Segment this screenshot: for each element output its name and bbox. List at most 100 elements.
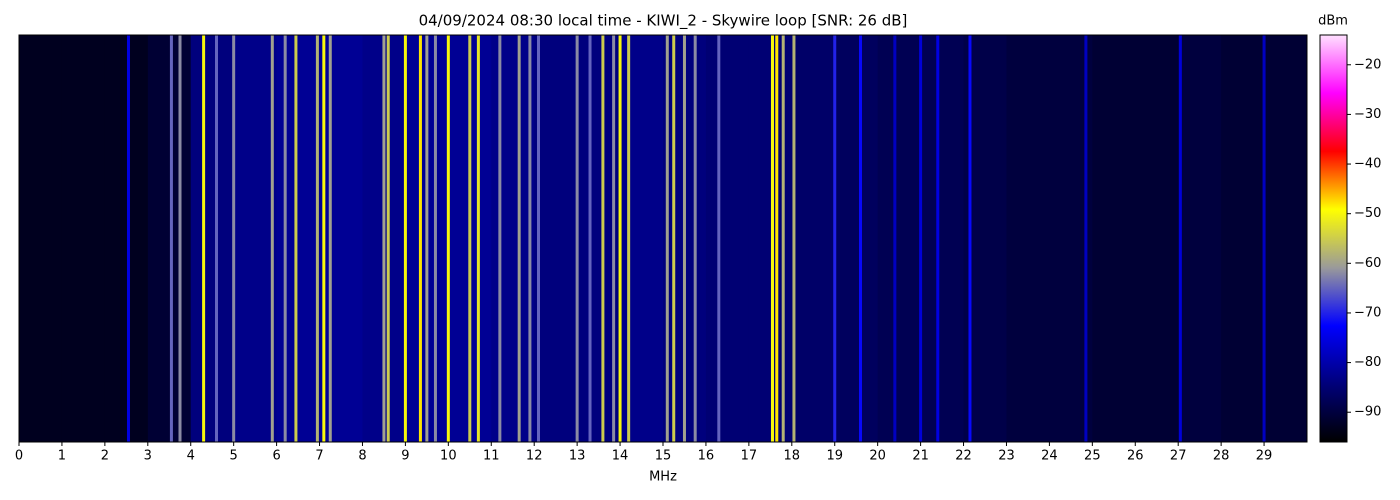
x-tick-label: 1 [58, 449, 66, 464]
colorbar-tick-label: −80 [1354, 355, 1381, 370]
signal [672, 35, 676, 442]
signal [418, 35, 422, 442]
signal [517, 35, 521, 442]
noise-floor [147, 35, 192, 442]
noise-floor [705, 35, 750, 442]
signal [612, 35, 616, 442]
colorbar-tick-label: −30 [1354, 107, 1381, 122]
noise-floor [920, 35, 965, 442]
x-tick-label: 11 [483, 449, 500, 464]
signal [528, 35, 532, 442]
signal [232, 35, 236, 442]
x-tick-label: 14 [612, 449, 629, 464]
x-tick-label: 10 [440, 449, 457, 464]
noise-floor [19, 35, 63, 442]
signal [893, 35, 897, 442]
signal [425, 35, 429, 442]
noise-floor [534, 35, 578, 442]
noise-floor [791, 35, 836, 442]
noise-floor [491, 35, 535, 442]
colorbar-tick-label: −20 [1354, 57, 1381, 72]
signal [202, 35, 206, 442]
x-tick-label: 5 [230, 449, 238, 464]
signal [498, 35, 502, 442]
x-tick-label: 7 [315, 449, 323, 464]
x-tick-label: 25 [1084, 449, 1101, 464]
colorbar-tick-label: −50 [1354, 206, 1381, 221]
noise-floor [877, 35, 922, 442]
noise-floor [1006, 35, 1050, 442]
signal [1084, 35, 1088, 442]
x-tick-label: 24 [1041, 449, 1058, 464]
signal [575, 35, 579, 442]
signal [665, 35, 669, 442]
signal [403, 35, 407, 442]
signal [792, 35, 796, 442]
noise-floor [1221, 35, 1265, 442]
x-tick-label: 29 [1256, 449, 1273, 464]
signal [936, 35, 940, 442]
signal [618, 35, 622, 442]
colorbar-label: dBm [1318, 14, 1348, 29]
signal [1262, 35, 1266, 442]
signal [968, 35, 972, 442]
noise-floor [190, 35, 235, 442]
x-tick-label: 22 [955, 449, 972, 464]
colorbar-tick-label: −90 [1354, 405, 1381, 420]
signal [328, 35, 332, 442]
colorbar [1319, 34, 1348, 443]
signal [169, 35, 173, 442]
x-tick-label: 16 [698, 449, 715, 464]
signal [468, 35, 472, 442]
signal [536, 35, 540, 442]
noise-floor [104, 35, 149, 442]
x-tick-label: 13 [569, 449, 586, 464]
signal [433, 35, 437, 442]
noise-floor [1264, 35, 1308, 442]
signal [446, 35, 450, 442]
colorbar-tick-label: −70 [1354, 305, 1381, 320]
noise-floor [1092, 35, 1136, 442]
x-tick-label: 18 [784, 449, 801, 464]
signal [294, 35, 298, 442]
signal [322, 35, 326, 442]
x-tick-label: 15 [655, 449, 672, 464]
x-tick-label: 27 [1170, 449, 1187, 464]
signal [858, 35, 862, 442]
x-tick-label: 8 [358, 449, 366, 464]
noise-floor [834, 35, 879, 442]
signal [178, 35, 182, 442]
x-tick-label: 4 [187, 449, 195, 464]
signal [770, 35, 774, 442]
colorbar-tick-label: −60 [1354, 256, 1381, 271]
noise-floor [1135, 35, 1179, 442]
x-tick-label: 20 [869, 449, 886, 464]
signal [315, 35, 319, 442]
x-tick-label: 0 [15, 449, 23, 464]
x-tick-label: 9 [401, 449, 409, 464]
noise-floor [276, 35, 321, 442]
signal [717, 35, 721, 442]
noise-floor [620, 35, 664, 442]
signal [386, 35, 390, 442]
signal [588, 35, 592, 442]
signal [126, 35, 130, 442]
x-tick-label: 26 [1127, 449, 1144, 464]
x-tick-label: 23 [998, 449, 1015, 464]
signal [270, 35, 274, 442]
signal [476, 35, 480, 442]
signal [693, 35, 697, 442]
signal [214, 35, 218, 442]
signal [781, 35, 785, 442]
noise-floor [61, 35, 106, 442]
signal [382, 35, 386, 442]
noise-floor [748, 35, 793, 442]
x-tick-label: 28 [1213, 449, 1230, 464]
chart-title: 04/09/2024 08:30 local time - KIWI_2 - S… [419, 12, 908, 31]
signal [919, 35, 923, 442]
x-tick-label: 3 [144, 449, 152, 464]
x-tick-label: 21 [912, 449, 929, 464]
x-tick-label: 6 [272, 449, 280, 464]
x-tick-label: 19 [826, 449, 843, 464]
